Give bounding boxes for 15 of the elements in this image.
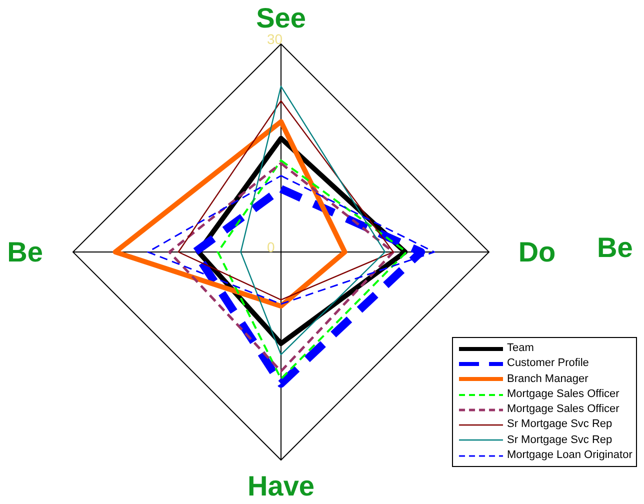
text: Be [597, 232, 633, 264]
spoke-label: Do [518, 236, 556, 268]
legend-label: Mortgage Sales Officer [507, 402, 620, 418]
legend-label: Customer Profile [507, 356, 589, 372]
y-tick-label: 30 [267, 31, 283, 47]
spoke-label: Be [7, 236, 43, 268]
legend-label: Branch Manager [507, 372, 588, 387]
y-tick-label: 0 [267, 239, 275, 255]
legend-label: Sr Mortgage Svc Rep [507, 417, 612, 432]
spoke-label: Have [248, 470, 314, 502]
legend-label: Mortgage Sales Officer [507, 386, 620, 402]
spoke-label: See [256, 2, 306, 34]
legend-label: Mortgage Loan Originator [507, 448, 632, 464]
legend-label: Sr Mortgage Svc Rep [507, 432, 612, 448]
legend-label: Team [507, 341, 534, 356]
